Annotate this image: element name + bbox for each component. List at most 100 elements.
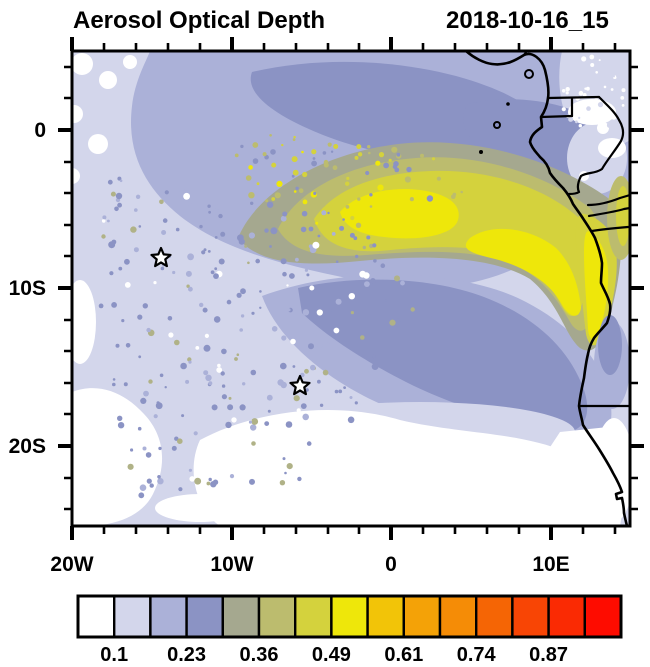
speckle-dot	[332, 165, 338, 171]
speckle-dot	[112, 382, 116, 387]
speckle-dot	[388, 158, 392, 162]
speckle-dot	[575, 120, 578, 124]
speckle-dot	[203, 344, 211, 352]
speckle-dot	[255, 258, 260, 264]
colorbar-cell	[402, 594, 442, 639]
figure-timestamp: 2018-10-16_15	[446, 7, 609, 34]
africa-coastline	[464, 51, 629, 526]
speckle-dot	[228, 396, 232, 400]
speckle-dot	[125, 343, 131, 348]
speckle-dot	[118, 266, 123, 271]
speckle-dot	[138, 225, 142, 228]
aod-white-patch	[72, 105, 83, 123]
speckle-dot	[265, 199, 269, 203]
speckle-dot	[167, 316, 173, 321]
speckle-dot	[276, 180, 283, 187]
speckle-dot	[240, 288, 246, 295]
speckle-dot	[148, 471, 152, 475]
speckle-dot	[199, 302, 204, 308]
speckle-dot	[389, 319, 396, 326]
speckle-dot	[368, 151, 371, 155]
speckle-dot	[248, 420, 253, 424]
speckle-dot	[168, 332, 174, 338]
speckle-dot	[302, 171, 308, 178]
speckle-dot	[404, 176, 411, 183]
speckle-dot	[174, 339, 180, 346]
aod-white-patch	[72, 168, 80, 184]
speckle-dot	[274, 192, 281, 199]
speckle-dot	[117, 422, 125, 429]
x-tick-label-20w: 20W	[50, 553, 93, 576]
speckle-dot	[204, 333, 209, 338]
colorbar-label: 0.49	[312, 644, 351, 666]
speckle-dot	[284, 471, 287, 475]
colorbar-cell	[511, 594, 550, 639]
colorbar-cell	[294, 594, 333, 639]
island-bioko	[524, 69, 534, 79]
speckle-dot	[155, 402, 163, 410]
x-tick-label-10w: 10W	[210, 553, 253, 576]
speckle-dot	[266, 394, 273, 401]
speckle-dot	[177, 438, 183, 445]
aod-white-land-south	[594, 418, 630, 522]
speckle-dot	[327, 142, 332, 147]
speckle-dot	[345, 205, 350, 209]
aod-white-patch	[99, 71, 117, 89]
speckle-dot	[270, 149, 276, 155]
speckle-dot	[110, 191, 116, 197]
speckle-dot	[452, 192, 457, 197]
speckle-dot	[321, 210, 327, 216]
speckle-dot	[313, 191, 317, 195]
speckle-dot	[98, 303, 104, 309]
speckle-dot	[621, 88, 626, 93]
speckle-dot	[312, 332, 318, 337]
colorbar-cell	[330, 594, 369, 639]
speckle-dot	[225, 421, 232, 429]
speckle-dot	[620, 96, 625, 100]
speckle-dot	[286, 284, 289, 287]
speckle-dot	[114, 206, 119, 212]
land-outlines	[464, 51, 630, 526]
speckle-dot	[304, 368, 309, 374]
speckle-dot	[229, 474, 235, 479]
speckle-dot	[145, 452, 152, 458]
speckle-dot	[330, 150, 334, 153]
speckle-dot	[565, 87, 570, 92]
speckle-dot	[370, 278, 376, 284]
speckle-dot	[183, 192, 191, 200]
speckle-dot	[280, 215, 287, 222]
speckle-dot	[292, 138, 296, 142]
speckle-dot	[143, 390, 149, 397]
speckle-dot	[244, 244, 248, 248]
colorbar-cell	[547, 594, 586, 639]
speckle-dot	[372, 354, 376, 359]
speckle-dot	[356, 144, 362, 150]
speckle-dot	[280, 258, 287, 265]
speckle-dot	[289, 273, 295, 279]
speckle-dot	[137, 426, 142, 431]
speckle-dot	[101, 234, 106, 239]
star-marker-1	[150, 246, 172, 268]
speckle-dot	[347, 416, 355, 424]
island-annobon	[479, 150, 483, 154]
speckle-dot	[180, 362, 187, 370]
aod-white-patch-west	[72, 280, 96, 364]
speckle-dot	[306, 273, 310, 277]
speckle-dot	[213, 316, 221, 323]
speckle-dot	[194, 477, 202, 485]
speckle-dot	[348, 293, 355, 300]
speckle-dot	[109, 271, 114, 276]
speckle-dot	[135, 194, 141, 199]
speckle-dot	[360, 335, 365, 340]
aod-plume-bright-core-east	[465, 228, 581, 316]
speckle-dot	[311, 149, 317, 155]
speckle-dot	[172, 270, 176, 275]
speckle-dot	[217, 363, 221, 368]
speckle-dot	[208, 210, 212, 214]
speckle-dot	[138, 492, 145, 499]
speckle-dot	[333, 327, 340, 334]
speckle-dot	[159, 373, 164, 378]
station-markers	[150, 246, 311, 396]
speckle-dot	[300, 226, 307, 233]
